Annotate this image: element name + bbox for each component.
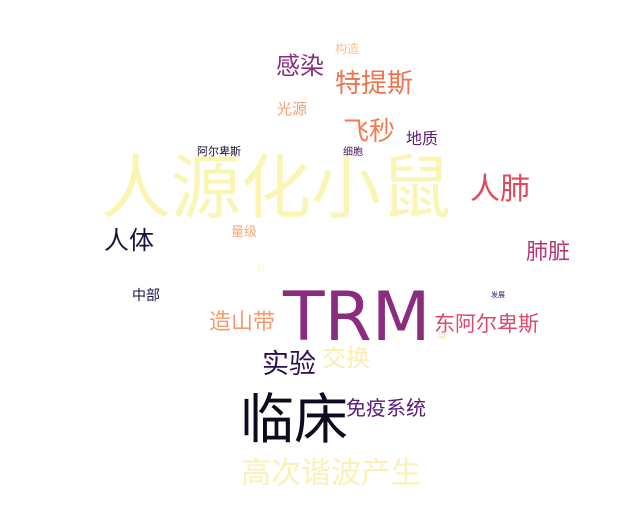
word-xibao: 细胞 (343, 147, 363, 158)
word-gouzao: 构造 (335, 42, 360, 56)
word-guangyuan: 光源 (277, 100, 308, 118)
word-ganran: 感染 (276, 52, 324, 80)
word-feizang: 肺脏 (526, 240, 571, 265)
word-mianyi-xitong: 免疫系统 (346, 396, 426, 420)
word-zaoshandai: 造山带 (209, 310, 276, 335)
word-dizhi: 地质 (406, 129, 439, 148)
word-gaoci-xiebo-chansheng: 高次谐波产生 (241, 456, 421, 491)
word-feimiao: 飞秒 (343, 117, 396, 147)
word-ceng: 层 (438, 331, 446, 340)
word-shu: 鼠 (257, 264, 265, 273)
word-renti: 人体 (104, 226, 155, 255)
word-fazhan: 发展 (491, 291, 505, 299)
word-jiaohuan: 交换 (322, 344, 370, 372)
word-renyuanhua-xiaoshu: 人源化小鼠 (101, 147, 451, 229)
word-tetisi: 特提斯 (335, 69, 414, 99)
word-linchuang: 临床 (240, 388, 348, 451)
word-renfei: 人肺 (470, 172, 530, 207)
word-trm: TRM (283, 278, 431, 357)
word-dong-aerbeisi: 东阿尔卑斯 (434, 312, 539, 336)
word-liangji: 量级 (231, 225, 258, 240)
word-zhongbu: 中部 (132, 288, 160, 304)
word-aerbeisi: 阿尔卑斯 (197, 145, 241, 158)
word-shiyan: 实验 (262, 349, 316, 380)
